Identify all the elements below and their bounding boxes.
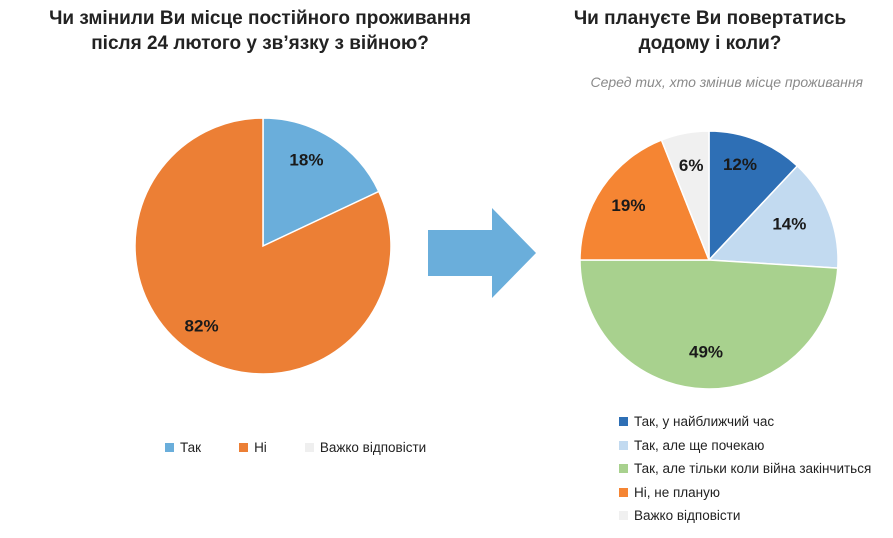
legend-swatch-0-2 (304, 443, 314, 452)
legend-swatch-1-3 (619, 487, 628, 497)
legend-item-1-3: Ні, не планую (619, 481, 871, 505)
legend-item-1-1: Так, але ще почекаю (619, 434, 871, 458)
left-chart-legend: Так Ні Важко відповісти (165, 440, 464, 455)
pie-slice-0-1 (134, 117, 392, 375)
right-chart-title: Чи плануєте Ви повертатись додому і коли… (560, 6, 860, 56)
legend-swatch-1-1 (619, 440, 628, 450)
right-title-line-1: Чи плануєте Ви повертатись (573, 8, 847, 29)
pie-label-0-1: 82% (185, 317, 219, 336)
left-chart-title: Чи змінили Ви місце постійного проживанн… (40, 6, 480, 56)
pie-label-1-4: 6% (679, 156, 704, 175)
pie-slice-1-3 (579, 139, 711, 261)
right-title-line-2: додому і коли? (638, 33, 782, 54)
legend-swatch-1-4 (619, 511, 628, 521)
pie-slice-1-2 (579, 259, 839, 390)
right-chart-subtitle: Серед тих, хто змінив місце проживання (590, 74, 863, 90)
legend-item-0-2: Важко відповісти (304, 440, 427, 455)
legend-label-1-2: Так, але тільки коли війна закінчиться (634, 461, 872, 477)
right-chart-legend: Так, у найближчий час Так, але ще почекаю… (619, 410, 871, 528)
legend-label-1-4: Важко відповісти (634, 508, 741, 524)
pie-label-1-0: 12% (723, 155, 757, 174)
pie-slice-1-0 (708, 130, 799, 262)
pie-slice-1-1 (707, 164, 839, 269)
legend-item-1-4: Важко відповісти (619, 504, 871, 528)
pie-label-1-1: 14% (772, 215, 806, 234)
pie-slice-1-4 (660, 130, 710, 261)
right-pie-chart: 12% 14% 49% 19% 6% (579, 130, 839, 390)
legend-item-1-2: Так, але тільки коли війна закінчиться (619, 457, 871, 481)
left-title-line-2: після 24 лютого у зв’язку з війною? (91, 33, 429, 54)
legend-swatch-0-0 (165, 443, 174, 452)
left-pie-chart: 18% 82% (134, 117, 392, 375)
legend-label-1-1: Так, але ще почекаю (634, 437, 765, 453)
legend-label-0-1: Ні (254, 440, 267, 455)
pie-label-1-2: 49% (689, 342, 723, 361)
left-title-line-1: Чи змінили Ви місце постійного проживанн… (49, 8, 471, 29)
pie-slice-0-0 (262, 117, 380, 248)
legend-item-0-0: Так (165, 440, 201, 455)
legend-label-0-0: Так (180, 440, 202, 455)
pie-label-0-0: 18% (289, 150, 323, 169)
legend-swatch-1-0 (619, 417, 628, 427)
legend-swatch-1-2 (619, 464, 628, 474)
legend-label-0-2: Важко відповісти (319, 440, 427, 455)
legend-item-0-1: Ні (239, 440, 267, 455)
legend-label-1-3: Ні, не планую (634, 484, 720, 500)
right-arrow-icon (428, 208, 536, 298)
pie-label-1-3: 19% (611, 196, 645, 215)
legend-swatch-0-1 (239, 443, 249, 452)
legend-label-1-0: Так, у найближчий час (634, 414, 775, 430)
legend-item-1-0: Так, у найближчий час (619, 410, 871, 434)
